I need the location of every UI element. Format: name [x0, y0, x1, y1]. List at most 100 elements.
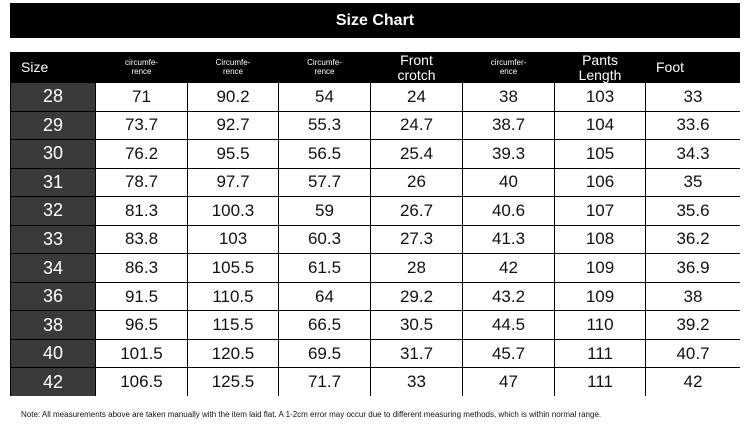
value-cell: 33: [371, 368, 462, 396]
value-cell: 35.6: [646, 197, 740, 225]
header-text: Front: [400, 51, 433, 68]
value-cell: 40.7: [646, 339, 740, 368]
size-cell: 28: [11, 83, 95, 111]
value-cell: 54: [279, 83, 370, 111]
value-cell: 97.7: [188, 168, 278, 197]
value-cell: 39.3: [463, 140, 554, 168]
value-cell: 42: [463, 254, 554, 282]
value-cell: 111: [555, 339, 645, 368]
value-cell: 27.3: [371, 225, 462, 254]
value-cell: 110.5: [188, 282, 278, 311]
size-cell: 29: [11, 111, 95, 140]
size-cell: 33: [11, 225, 95, 254]
value-cell: 39.2: [646, 311, 740, 339]
value-cell: 36.2: [646, 225, 740, 254]
value-cell: 76.2: [96, 140, 187, 168]
value-cell: 31.7: [371, 339, 462, 368]
value-cell: 38: [646, 282, 740, 311]
value-cell: 33: [646, 83, 740, 111]
note: Note: All measurements above are taken m…: [21, 410, 602, 419]
column-header: Foot: [646, 53, 740, 82]
column-header: Circumfe-rence: [188, 53, 278, 82]
value-cell: 95.5: [188, 140, 278, 168]
header-text: Circumfe-: [215, 58, 251, 68]
value-cell: 91.5: [96, 282, 187, 311]
value-cell: 115.5: [188, 311, 278, 339]
value-cell: 100.3: [188, 197, 278, 225]
header-text: Circumfe-: [307, 58, 342, 68]
size-cell: 42: [11, 368, 95, 396]
value-cell: 59: [279, 197, 370, 225]
size-cell: 36: [11, 282, 95, 311]
value-cell: 26.7: [371, 197, 462, 225]
value-cell: 25.4: [371, 140, 462, 168]
value-cell: 120.5: [188, 339, 278, 368]
value-cell: 56.5: [279, 140, 370, 168]
value-cell: 33.6: [646, 111, 740, 140]
value-cell: 103: [555, 83, 645, 111]
value-cell: 34.3: [646, 140, 740, 168]
column-header: Size: [11, 53, 95, 82]
size-cell: 38: [11, 311, 95, 339]
value-cell: 57.7: [279, 168, 370, 197]
header-text: crotch: [397, 66, 436, 83]
value-cell: 103: [188, 225, 278, 254]
size-table: Size circumfe-rence Circumfe-rence Circumfe…: [10, 52, 740, 396]
value-cell: 60.3: [279, 225, 370, 254]
header-text: rence: [131, 66, 152, 76]
size-cell: 32: [11, 197, 95, 225]
value-cell: 105.5: [188, 254, 278, 282]
value-cell: 108: [555, 225, 645, 254]
value-cell: 38.7: [463, 111, 554, 140]
header-text: rence: [222, 66, 243, 76]
title-bar: Size Chart: [10, 3, 740, 38]
value-cell: 71: [96, 83, 187, 111]
value-cell: 106: [555, 168, 645, 197]
value-cell: 90.2: [188, 83, 278, 111]
value-cell: 35: [646, 168, 740, 197]
value-cell: 109: [555, 282, 645, 311]
title: Size Chart: [335, 11, 415, 29]
size-cell: 34: [11, 254, 95, 282]
value-cell: 111: [555, 368, 645, 396]
value-cell: 36.9: [646, 254, 740, 282]
value-cell: 47: [463, 368, 554, 396]
value-cell: 101.5: [96, 339, 187, 368]
value-cell: 41.3: [463, 225, 554, 254]
header-text: circumfer-: [490, 58, 527, 68]
value-cell: 38: [463, 83, 554, 111]
value-cell: 71.7: [279, 368, 370, 396]
value-cell: 29.2: [371, 282, 462, 311]
header-text: circumfe-: [125, 58, 158, 68]
column-header: circumfer-ence: [463, 53, 554, 82]
header-text: Pants: [582, 51, 618, 68]
value-cell: 78.7: [96, 168, 187, 197]
value-cell: 105: [555, 140, 645, 168]
size-cell: 40: [11, 339, 95, 368]
value-cell: 106.5: [96, 368, 187, 396]
header-text: Length: [578, 66, 622, 83]
column-header: Pants Length: [555, 53, 645, 82]
value-cell: 92.7: [188, 111, 278, 140]
size-cell: 31: [11, 168, 95, 197]
value-cell: 26: [371, 168, 462, 197]
value-cell: 45.7: [463, 339, 554, 368]
value-cell: 107: [555, 197, 645, 225]
value-cell: 86.3: [96, 254, 187, 282]
value-cell: 73.7: [96, 111, 187, 140]
header-text: ence: [499, 66, 518, 76]
value-cell: 104: [555, 111, 645, 140]
value-cell: 66.5: [279, 311, 370, 339]
column-header: Circumfe-rence: [279, 53, 370, 82]
value-cell: 110: [555, 311, 645, 339]
value-cell: 81.3: [96, 197, 187, 225]
value-cell: 69.5: [279, 339, 370, 368]
value-cell: 43.2: [463, 282, 554, 311]
value-cell: 28: [371, 254, 462, 282]
header-text: Foot: [656, 59, 685, 76]
column-header: Front crotch: [371, 53, 462, 82]
value-cell: 40: [463, 168, 554, 197]
value-cell: 64: [279, 282, 370, 311]
value-cell: 83.8: [96, 225, 187, 254]
